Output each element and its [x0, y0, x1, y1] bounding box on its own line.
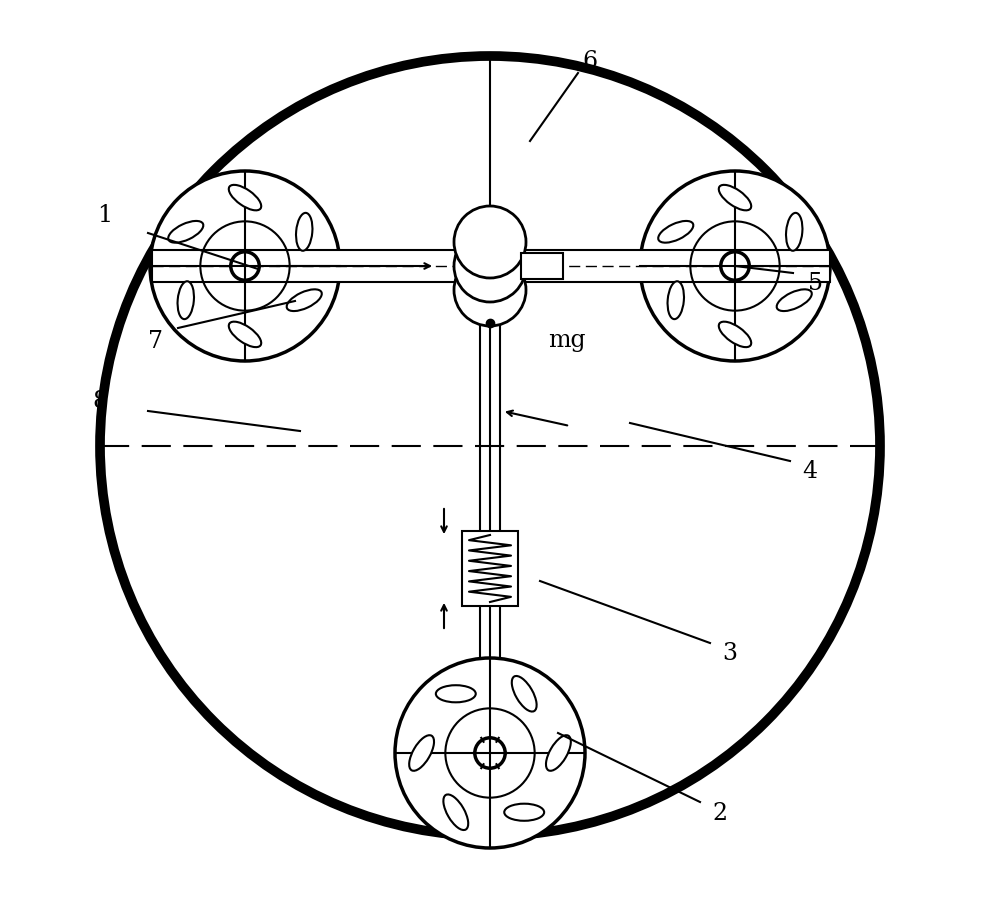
Text: 5: 5	[808, 271, 822, 295]
Ellipse shape	[436, 686, 476, 702]
Circle shape	[150, 171, 340, 361]
Circle shape	[454, 206, 526, 278]
Circle shape	[721, 251, 749, 280]
Ellipse shape	[546, 735, 571, 770]
Bar	[152, 250, 830, 282]
Text: 8: 8	[92, 389, 108, 413]
Ellipse shape	[777, 289, 812, 311]
Ellipse shape	[229, 185, 261, 210]
Text: 1: 1	[97, 205, 113, 227]
Text: 3: 3	[722, 642, 738, 665]
Ellipse shape	[719, 322, 751, 347]
Text: 7: 7	[148, 330, 162, 352]
Ellipse shape	[719, 185, 751, 210]
Circle shape	[454, 230, 526, 302]
Ellipse shape	[229, 322, 261, 347]
Ellipse shape	[178, 281, 194, 319]
Ellipse shape	[786, 213, 802, 250]
Bar	[462, 531, 518, 606]
Ellipse shape	[668, 281, 684, 319]
Ellipse shape	[443, 795, 468, 830]
Ellipse shape	[504, 804, 544, 821]
Bar	[521, 253, 563, 279]
Text: 2: 2	[712, 802, 728, 824]
Circle shape	[640, 171, 830, 361]
Ellipse shape	[658, 221, 693, 242]
Ellipse shape	[168, 221, 203, 242]
Text: mg: mg	[548, 330, 586, 352]
Circle shape	[475, 738, 505, 769]
Ellipse shape	[512, 676, 537, 712]
Ellipse shape	[409, 735, 434, 770]
Ellipse shape	[296, 213, 312, 250]
Circle shape	[231, 251, 259, 280]
Circle shape	[454, 254, 526, 326]
Text: 6: 6	[582, 50, 598, 72]
Ellipse shape	[287, 289, 322, 311]
Text: 4: 4	[802, 460, 818, 483]
Circle shape	[395, 658, 585, 848]
